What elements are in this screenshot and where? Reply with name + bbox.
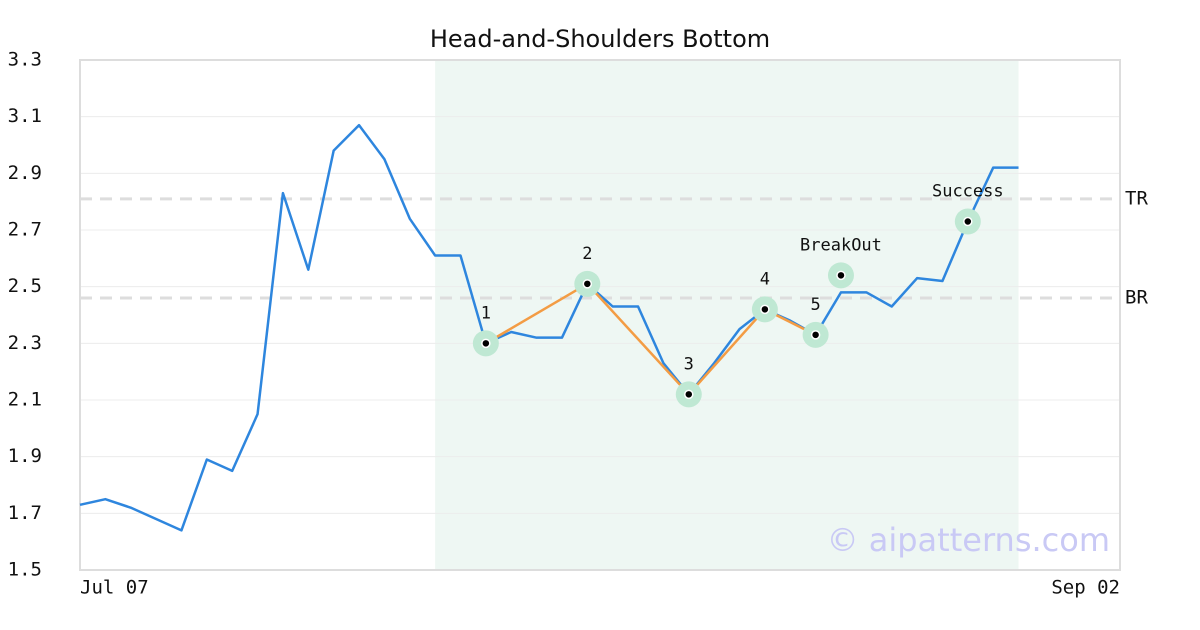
annotation-point [836, 270, 846, 281]
pattern-point-label: 4 [760, 269, 770, 289]
pattern-region [435, 60, 1019, 570]
y-tick-label: 2.1 [8, 389, 42, 411]
plot-frame [79, 59, 1121, 571]
annotation-point-label: BreakOut [800, 235, 882, 255]
x-tick-label: Jul 07 [80, 577, 149, 599]
x-tick-label: Sep 02 [1051, 577, 1120, 599]
pattern-point [684, 389, 694, 400]
y-tick-label: 2.5 [8, 275, 42, 297]
y-tick-label: 1.7 [8, 502, 42, 524]
pattern-point-label: 2 [582, 244, 592, 264]
level-label: TR [1125, 187, 1148, 209]
pattern-point-label: 3 [684, 354, 694, 374]
y-tick-label: 1.5 [8, 559, 42, 581]
level-label: BR [1125, 287, 1148, 309]
price-line [79, 123, 1019, 532]
y-tick-label: 2.9 [8, 162, 42, 184]
chart-title: Head-and-Shoulders Bottom [430, 25, 770, 53]
annotation-point [963, 216, 973, 227]
watermark: © aipatterns.com [827, 521, 1110, 559]
pattern-point [582, 279, 593, 289]
annotation-point-label: Success [932, 182, 1004, 202]
pattern-point [810, 330, 821, 340]
y-tick-label: 1.9 [8, 445, 42, 467]
y-tick-label: 2.3 [8, 332, 42, 354]
pattern-point [760, 304, 770, 315]
pattern-point-label: 5 [810, 295, 820, 315]
y-tick-label: 3.1 [8, 105, 42, 127]
pattern-point [481, 338, 491, 349]
pattern-point-label: 1 [481, 303, 491, 323]
y-tick-label: 3.3 [8, 49, 42, 71]
y-tick-label: 2.7 [8, 219, 42, 241]
